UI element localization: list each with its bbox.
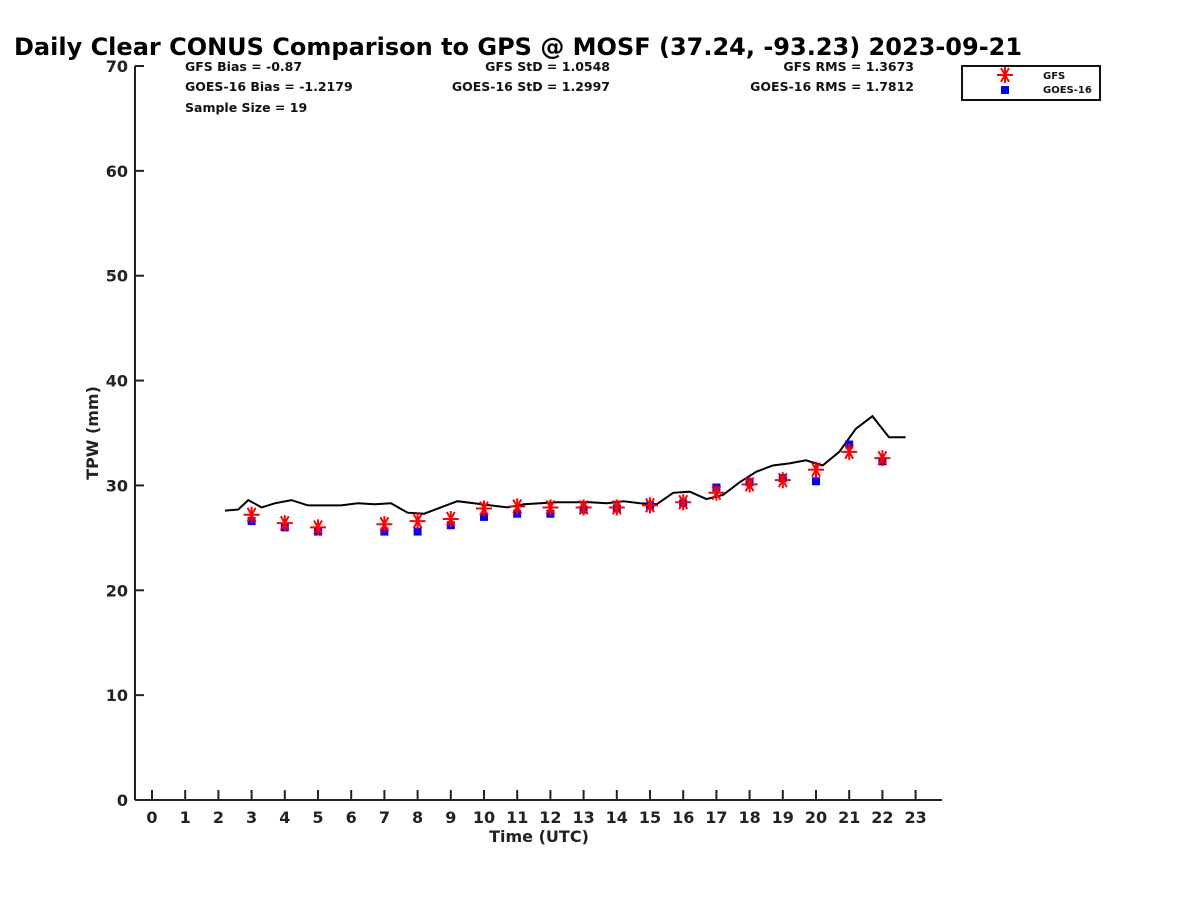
gfs-point xyxy=(575,499,592,516)
legend-markers xyxy=(997,67,1013,94)
x-axis-ticks: 0 1 2 3 4 5 6 7 8 9 10 11 12 13 14 15 16 17 18 19 20 21 22 23 xyxy=(146,790,927,827)
legend-marker-gfs xyxy=(997,67,1013,83)
gfs-point xyxy=(874,450,891,467)
y-tick-label: 70 xyxy=(106,57,128,76)
gfs-point xyxy=(608,499,625,516)
x-tick-label: 7 xyxy=(379,808,390,827)
x-tick-label: 19 xyxy=(772,808,794,827)
sample-size-text: Sample Size = 19 xyxy=(185,100,307,115)
goes-rms-text: GOES-16 RMS = 1.7812 xyxy=(750,79,914,94)
gfs-point xyxy=(808,461,824,478)
goes-bias-text: GOES-16 Bias = -1.2179 xyxy=(185,79,353,94)
x-tick-label: 16 xyxy=(672,808,694,827)
chart-title: Daily Clear CONUS Comparison to GPS @ MO… xyxy=(14,33,1022,61)
y-tick-label: 40 xyxy=(106,372,128,391)
y-tick-label: 60 xyxy=(106,162,128,181)
gfs-point xyxy=(276,515,293,532)
gfs-point xyxy=(243,506,260,523)
goes-std-text: GOES-16 StD = 1.2997 xyxy=(452,79,610,94)
x-tick-label: 1 xyxy=(180,808,191,827)
goes16-point xyxy=(812,477,820,486)
gfs-point xyxy=(542,499,559,516)
x-tick-label: 9 xyxy=(445,808,456,827)
x-tick-label: 5 xyxy=(312,808,323,827)
gfs-bias-text: GFS Bias = -0.87 xyxy=(185,59,302,74)
goes16-point xyxy=(413,527,422,536)
gfs-point xyxy=(509,498,526,515)
x-tick-label: 10 xyxy=(473,808,495,827)
y-tick-label: 50 xyxy=(106,267,128,286)
y-tick-label: 0 xyxy=(117,791,128,810)
gfs-point xyxy=(310,519,326,536)
legend-label-gfs: GFS xyxy=(1043,71,1065,82)
gfs-point xyxy=(642,497,658,514)
x-tick-label: 22 xyxy=(871,808,893,827)
x-axis-label: Time (UTC) xyxy=(489,827,589,846)
gfs-point xyxy=(708,484,725,501)
gps-line xyxy=(224,414,906,515)
x-tick-label: 20 xyxy=(805,808,827,827)
y-tick-label: 10 xyxy=(106,686,128,705)
x-tick-label: 12 xyxy=(539,808,561,827)
gfs-point xyxy=(476,500,492,517)
gfs-rms-text: GFS RMS = 1.3673 xyxy=(783,59,914,74)
legend: GFS GOES-16 xyxy=(961,65,1101,101)
x-tick-label: 4 xyxy=(279,808,290,827)
y-tick-label: 20 xyxy=(106,581,128,600)
plot-area xyxy=(224,414,906,536)
x-tick-label: 23 xyxy=(904,808,926,827)
legend-box xyxy=(961,65,1101,101)
gfs-point xyxy=(376,516,393,533)
x-tick-label: 6 xyxy=(346,808,357,827)
y-axis-ticks: 0 10 20 30 40 50 60 70 xyxy=(106,57,144,810)
x-tick-label: 15 xyxy=(639,808,661,827)
legend-label-goes16: GOES-16 xyxy=(1043,85,1092,96)
x-tick-label: 18 xyxy=(738,808,760,827)
x-tick-label: 8 xyxy=(412,808,423,827)
y-axis-label: TPW (mm) xyxy=(83,386,102,480)
goes16-point xyxy=(480,512,488,521)
x-tick-label: 14 xyxy=(606,808,628,827)
legend-marker-goes16 xyxy=(1001,86,1009,94)
y-tick-label: 30 xyxy=(106,476,128,495)
gfs-point xyxy=(841,443,858,460)
x-tick-label: 2 xyxy=(213,808,224,827)
gfs-point xyxy=(442,510,459,527)
gfs-point xyxy=(409,513,426,530)
gfs-point xyxy=(774,472,791,489)
gfs-point xyxy=(741,476,758,493)
gfs-std-text: GFS StD = 1.0548 xyxy=(485,59,610,74)
gfs-point xyxy=(675,494,692,511)
x-tick-label: 3 xyxy=(246,808,257,827)
x-tick-label: 11 xyxy=(506,808,528,827)
x-tick-label: 13 xyxy=(572,808,594,827)
x-tick-label: 21 xyxy=(838,808,860,827)
x-tick-label: 0 xyxy=(146,808,157,827)
x-tick-label: 17 xyxy=(705,808,727,827)
